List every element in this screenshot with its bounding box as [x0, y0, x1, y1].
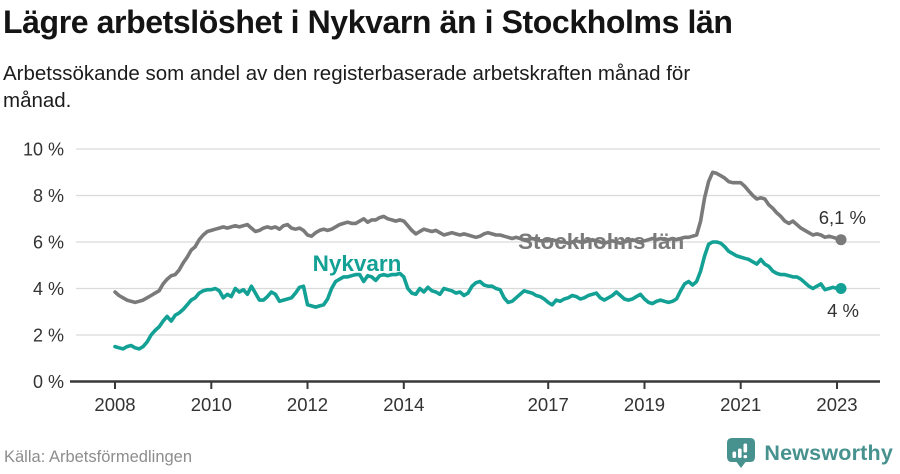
x-axis-label-2019: 2019 [624, 394, 665, 415]
end-value-label-stockholm: 6,1 % [819, 207, 866, 228]
chart-subtitle-line2: månad. [3, 89, 72, 112]
brand-logo: Newsworthy [726, 437, 893, 469]
y-axis-label-10: 10 % [23, 140, 64, 160]
y-axis-label-6: 6 % [33, 233, 64, 253]
chart-subtitle: Arbetssökande som andel av den registerb… [3, 60, 690, 114]
newsworthy-icon [727, 438, 756, 468]
y-axis-label-0: 0 % [33, 372, 64, 392]
brand-name: Newsworthy [764, 440, 893, 465]
end-dot-nykvarn [835, 283, 847, 294]
x-axis-label-2014: 2014 [383, 394, 424, 415]
x-axis-label-2023: 2023 [816, 394, 857, 415]
y-axis-label-8: 8 % [33, 186, 64, 206]
series-label-stockholm: Stockholms län [518, 229, 684, 254]
y-axis-label-4: 4 % [33, 279, 64, 299]
series-line-stockholm [113, 170, 843, 305]
x-axis-label-2017: 2017 [528, 394, 569, 415]
x-axis-label-2010: 2010 [191, 394, 232, 415]
page-title: Lägre arbetslöshet i Nykvarn än i Stockh… [3, 4, 733, 40]
series-line-nykvarn [113, 240, 843, 351]
x-axis-label-2012: 2012 [287, 394, 328, 415]
end-dot-stockholm [835, 234, 847, 246]
chart-subtitle-line1: Arbetssökande som andel av den registerb… [3, 62, 691, 85]
end-value-label-nykvarn: 4 % [827, 300, 859, 321]
x-axis-label-2021: 2021 [720, 394, 761, 415]
source-note: Källa: Arbetsförmedlingen [4, 448, 193, 466]
x-axis-label-2008: 2008 [94, 394, 135, 415]
series-label-nykvarn: Nykvarn [313, 251, 402, 276]
y-axis-label-2: 2 % [33, 326, 64, 346]
